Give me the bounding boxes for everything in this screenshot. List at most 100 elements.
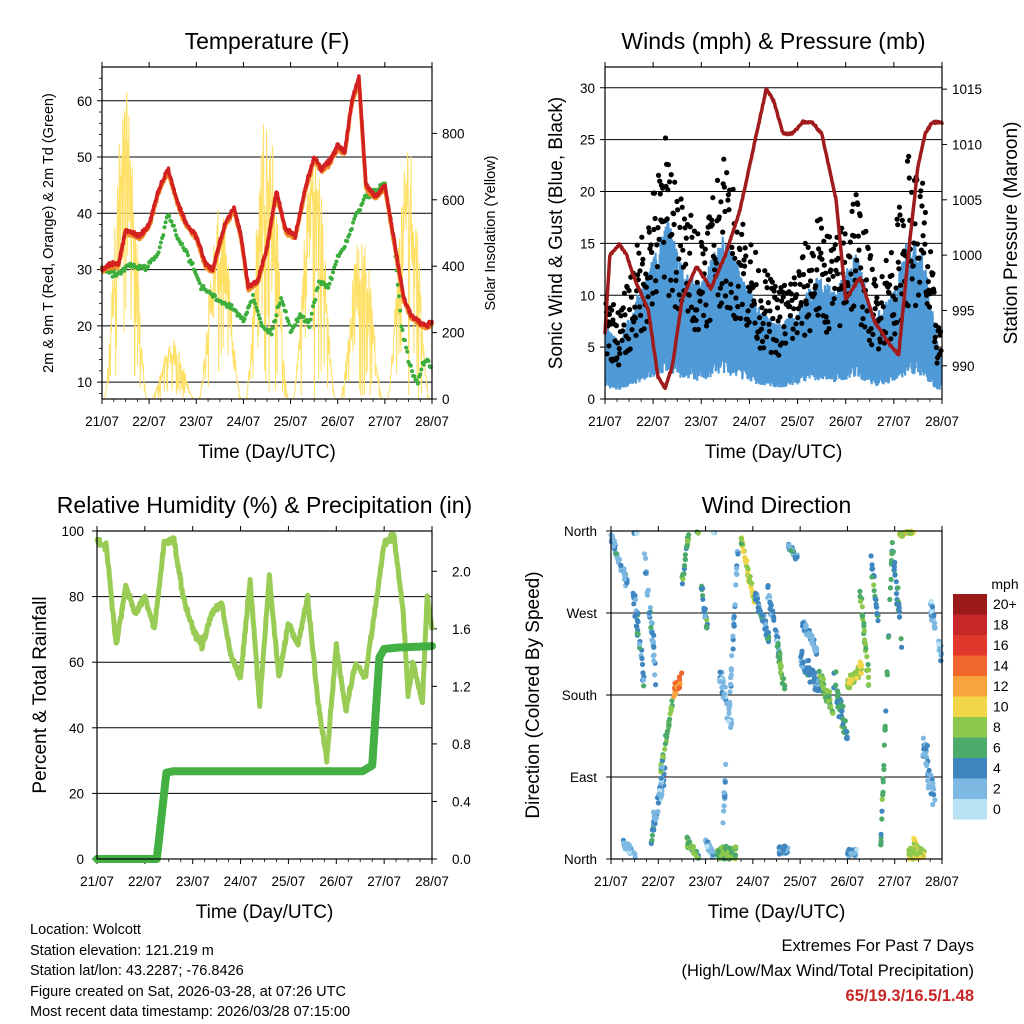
wind-xtick-label: 22/07 — [636, 414, 670, 429]
temp-xtick-label: 23/07 — [179, 414, 213, 429]
gust-point — [629, 327, 635, 333]
dewpoint-point — [395, 282, 400, 287]
dir-ytick-label: North — [564, 524, 597, 539]
dewpoint-point — [351, 220, 355, 225]
dewpoint-point — [421, 362, 426, 367]
gust-point — [627, 307, 633, 313]
gust-point — [897, 212, 903, 218]
direction-point — [781, 676, 787, 682]
gust-point — [747, 288, 753, 294]
gust-point — [683, 261, 689, 267]
gust-point — [894, 319, 900, 326]
gust-point — [747, 259, 754, 265]
gust-point — [837, 323, 843, 329]
direction-point — [730, 646, 736, 652]
direction-point — [722, 794, 728, 800]
gust-point — [774, 297, 780, 303]
gust-point — [617, 350, 623, 357]
dewpoint-point — [161, 233, 166, 238]
direction-point — [847, 672, 854, 678]
gust-point — [699, 243, 705, 249]
station-info: Location: Wolcott Station elevation: 121… — [30, 920, 350, 1023]
direction-point — [878, 839, 884, 845]
gust-point — [916, 255, 922, 261]
wind-xtick-label: 28/07 — [925, 414, 959, 429]
direction-point — [925, 778, 931, 784]
gust-point — [697, 298, 703, 304]
gust-point — [730, 186, 736, 192]
gust-point — [671, 211, 677, 217]
direction-point — [869, 562, 875, 568]
gust-point — [734, 229, 740, 235]
gust-point — [807, 328, 813, 334]
dewpoint-point — [213, 293, 218, 298]
gust-point — [711, 242, 717, 248]
gust-point — [873, 283, 879, 289]
gust-point — [717, 285, 724, 291]
dewpoint-point — [306, 320, 311, 325]
gust-point — [725, 197, 731, 203]
legend-label: 20+ — [993, 596, 1017, 612]
direction-point — [766, 593, 772, 599]
rh-xtick-label: 24/07 — [224, 874, 258, 889]
gust-point — [739, 231, 745, 237]
direction-point — [655, 800, 661, 806]
gust-point — [790, 335, 796, 341]
gust-point — [669, 231, 675, 238]
gust-point — [606, 343, 612, 349]
gust-point — [899, 217, 905, 223]
gust-point — [806, 312, 812, 318]
gust-point — [826, 326, 832, 332]
gust-point — [640, 256, 646, 262]
gust-point — [868, 253, 874, 259]
dewpoint-point — [426, 359, 431, 363]
gust-point — [681, 216, 688, 222]
direction-point — [715, 848, 721, 854]
gust-point — [813, 283, 819, 289]
gust-point — [718, 300, 725, 306]
legend-swatch — [953, 614, 987, 635]
gust-point — [905, 303, 911, 309]
gust-point — [788, 291, 795, 297]
direction-point — [731, 614, 737, 620]
dewpoint-point — [287, 322, 292, 327]
direction-point — [896, 608, 903, 615]
gust-point — [821, 238, 827, 244]
direction-point — [626, 845, 632, 852]
direction-point — [930, 785, 936, 791]
direction-point — [621, 570, 627, 576]
direction-point — [652, 672, 658, 678]
direction-point — [825, 698, 831, 704]
gust-point — [928, 249, 934, 255]
gust-point — [655, 172, 662, 178]
legend-label: 14 — [993, 658, 1009, 674]
direction-point — [630, 590, 636, 596]
dewpoint-point — [334, 259, 339, 264]
temp-ylabel: 2m & 9m T (Red, Orange) & 2m Td (Green) — [41, 93, 57, 373]
gust-point — [753, 249, 759, 255]
dewpoint-point — [169, 219, 174, 224]
direction-point — [849, 677, 855, 684]
extremes-values: 65/19.3/16.5/1.48 — [845, 987, 974, 1005]
direction-point — [669, 698, 675, 704]
gust-point — [651, 226, 657, 233]
gust-point — [831, 296, 837, 302]
gust-point — [679, 204, 685, 210]
dewpoint-point — [252, 298, 256, 303]
gust-point — [768, 349, 774, 355]
gust-point — [828, 267, 834, 273]
dewpoint-point — [256, 313, 261, 317]
direction-point — [621, 576, 628, 582]
gust-point — [620, 328, 626, 334]
gust-point — [748, 242, 754, 248]
gust-point — [823, 314, 829, 320]
direction-point — [659, 764, 665, 770]
direction-point — [613, 551, 619, 557]
direction-point — [821, 686, 827, 692]
direction-point — [655, 809, 661, 815]
gust-point — [634, 242, 640, 248]
gust-point — [668, 172, 674, 178]
gust-point — [755, 268, 762, 274]
direction-point — [806, 630, 812, 636]
rh-xtick-label: 22/07 — [128, 874, 162, 889]
